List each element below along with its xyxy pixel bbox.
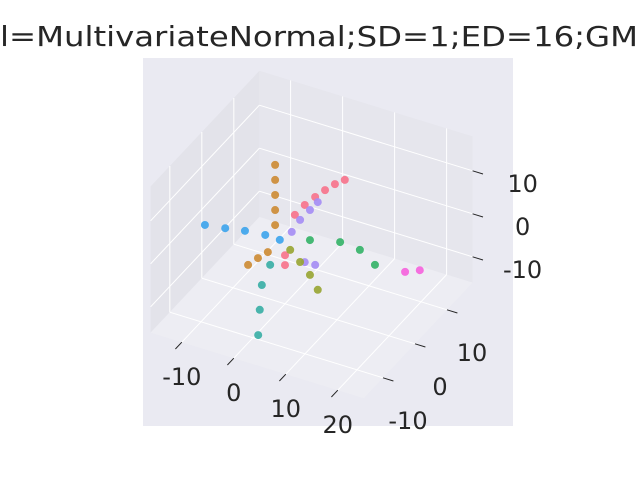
- z-tick-label: 10: [507, 170, 538, 198]
- grid-line: [181, 226, 291, 343]
- tick-mark: [472, 256, 484, 261]
- point: [263, 248, 272, 257]
- grid-line: [169, 311, 384, 379]
- tick-mark: [446, 309, 458, 314]
- point: [240, 226, 249, 235]
- grid-line: [259, 104, 473, 172]
- point: [300, 200, 309, 209]
- x-tick-label: 20: [323, 411, 354, 439]
- point: [336, 238, 345, 247]
- point: [255, 305, 264, 314]
- pane-left: [150, 70, 260, 333]
- tick-mark: [175, 341, 183, 350]
- grid-line: [150, 104, 260, 222]
- grid-line: [285, 258, 395, 375]
- grid-line: [233, 242, 343, 359]
- tick-mark: [472, 213, 484, 218]
- point: [340, 175, 349, 184]
- point: [296, 258, 305, 266]
- point: [296, 215, 305, 224]
- point: [275, 235, 284, 244]
- point: [305, 206, 314, 214]
- point: [313, 285, 322, 294]
- z-tick-label: -10: [503, 256, 542, 284]
- tick-mark: [227, 357, 235, 366]
- x-tick-label: 10: [271, 395, 302, 423]
- grid-line: [150, 147, 260, 265]
- point: [313, 198, 322, 207]
- z-tick-label: 0: [515, 213, 530, 241]
- point: [253, 254, 262, 263]
- point: [271, 175, 280, 184]
- tick-mark: [279, 373, 287, 382]
- chart-title: l=MultivariateNormal;SD=1;ED=16;GM: [0, 20, 638, 53]
- point: [281, 251, 289, 260]
- point: [271, 206, 280, 215]
- point: [290, 210, 299, 219]
- tick-mark: [382, 377, 394, 382]
- point: [401, 267, 410, 276]
- point: [200, 220, 209, 229]
- grid-line: [259, 147, 473, 215]
- tick-mark: [331, 389, 339, 398]
- grid-line: [201, 277, 416, 345]
- y-tick-label: -10: [388, 407, 427, 435]
- point: [305, 270, 314, 279]
- point: [355, 245, 364, 254]
- grid-line: [337, 274, 447, 391]
- point: [271, 221, 280, 230]
- grid-line: [150, 190, 260, 308]
- point: [266, 260, 275, 269]
- grid-line: [259, 190, 473, 258]
- point: [286, 245, 295, 254]
- point: [271, 190, 280, 199]
- point: [415, 266, 424, 275]
- point: [254, 331, 263, 340]
- point: [370, 260, 379, 269]
- x-tick-label: 0: [226, 379, 241, 407]
- pane-back: [259, 70, 473, 283]
- x-tick-label: -10: [162, 363, 201, 391]
- point: [271, 160, 280, 169]
- point: [257, 281, 266, 290]
- tick-mark: [414, 343, 426, 348]
- pane-floor: [150, 217, 473, 399]
- tick-mark: [472, 170, 484, 175]
- point: [287, 227, 296, 236]
- point: [321, 186, 330, 195]
- point: [221, 224, 230, 233]
- point: [281, 261, 289, 270]
- point: [330, 180, 339, 189]
- point: [311, 260, 320, 269]
- point: [261, 230, 270, 239]
- y-tick-label: 10: [457, 339, 488, 367]
- point: [244, 260, 253, 269]
- point: [305, 236, 314, 245]
- y-tick-label: 0: [432, 373, 447, 401]
